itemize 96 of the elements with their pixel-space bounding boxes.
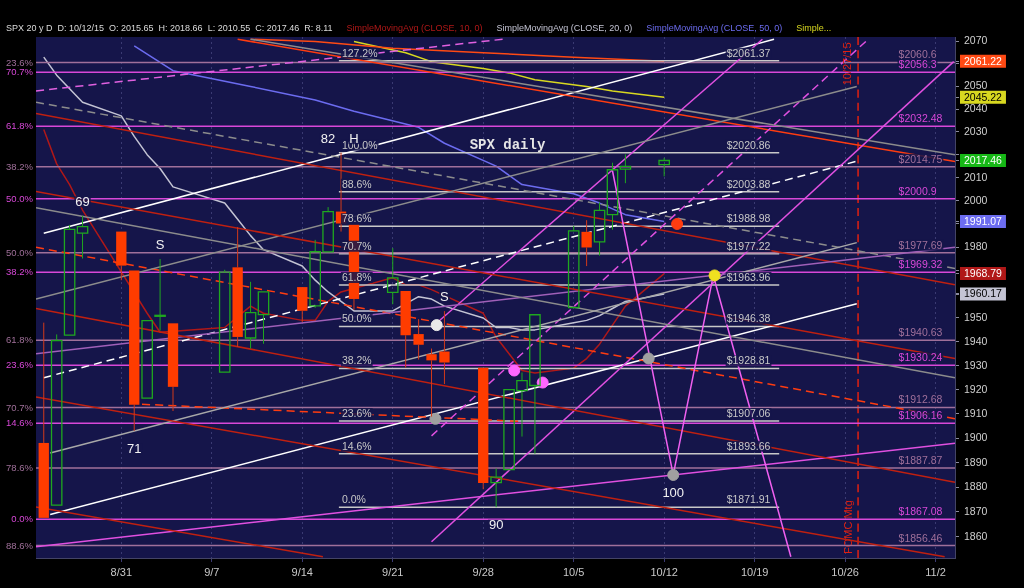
y-tick-label: 2070 [964,34,988,47]
y-tick-label: 2010 [964,170,988,183]
x-tick-label: 10/12 [650,565,678,578]
y-tick-label: 1890 [964,455,988,468]
data-label: $1906.16 [898,409,943,422]
x-tick-label: 11/2 [925,565,946,578]
annotation: 61.8% [6,120,34,132]
data-label: $2003.88 [726,177,771,190]
y-tick-label: 1950 [964,310,988,323]
text: SimpleMovingAvg (CLOSE, 20, 0) [496,23,633,34]
y-tick-label: 1930 [964,358,988,371]
annotation: 82 [320,130,336,146]
data-label: $1963.96 [726,270,771,283]
x-tick-label: 10/5 [562,565,585,578]
x-tick-label: 9/14 [291,565,313,578]
data-label: $1977.69 [898,238,943,251]
y-tick-label: 1870 [964,504,988,517]
annotation: 0.0% [341,493,366,506]
data-label: $1988.98 [726,212,771,225]
annotation: 23.6% [6,359,34,371]
annotation: 88.6% [341,177,372,190]
annotation: 70.7% [6,401,34,413]
y-tick-label: 2050 [964,79,988,92]
annotation: 70.7% [341,239,372,252]
annotation: 14.6% [6,417,34,429]
data-label: $1930.24 [898,351,943,364]
data-label: $1893.66 [726,439,771,452]
annotation: 50.0% [341,312,372,325]
data-label: $2061.37 [726,46,771,59]
data-label: $1928.81 [726,354,771,367]
data-label: $1912.68 [898,393,943,406]
data-label: $1871.91 [726,493,771,506]
x-tick-label: 9/28 [472,565,494,578]
annotation: 50.0% [6,192,34,204]
data-label: $1887.87 [898,453,943,466]
annotation: 127.2% [341,46,378,59]
y-tick-label: 2040 [964,101,988,114]
y-tick-label: 1880 [964,480,988,493]
x-tick-label: 9/7 [204,565,220,578]
annotation: 71 [127,440,142,456]
annotation: 69 [75,193,90,209]
y-tick-label: 1900 [964,431,988,444]
y-tick-label: 2000 [964,193,988,206]
y-tick-label: 2061.22 [964,54,1003,67]
data-label: $1907.06 [726,406,771,419]
annotation: 38.2% [6,160,34,172]
data-label: $2032.48 [898,112,943,125]
y-tick-label: 1940 [964,334,988,347]
annotation: 100 [662,485,685,501]
text: SPX daily [469,137,546,154]
data-label: $1946.38 [726,312,771,325]
x-tick-label: 10/19 [740,565,769,578]
annotation: 78.6% [6,462,34,474]
annotation: 70.7% [6,66,34,78]
data-label: $2060.6 [898,48,937,61]
annotation: 10/27/15 [841,42,854,86]
y-tick-label: 1860 [964,529,988,542]
data-label: $2014.75 [898,152,943,165]
y-tick-label: 2045.22 [964,90,1003,103]
annotation: 38.2% [6,266,34,278]
x-tick-label: 9/21 [382,565,404,578]
y-tick-label: 1910 [964,406,988,419]
data-label: $1856.46 [898,531,943,544]
data-label: $1969.32 [898,258,943,271]
data-label: $1977.22 [726,239,771,252]
annotation: 90 [488,517,504,533]
annotation: S [155,237,165,253]
data-label: $1867.08 [898,505,943,518]
y-tick-label: 1968.79 [964,266,1003,279]
data-label: $1940.63 [898,326,943,339]
data-label: $2020.86 [726,138,771,151]
data-label: $2056.3 [898,58,937,71]
annotation: S [440,289,450,305]
text: SimpleMovingAvg (CLOSE, 10, 0) [346,23,483,34]
y-tick-label: 2030 [964,124,988,137]
annotation: 50.0% [6,246,34,258]
chart-subtitle: SPX 20 y D D: 10/12/15 O: 2015.65 H: 2018.66 L: 2010.55 C: 2017.46 R: 8.11 [6,23,333,34]
annotation: 61.8% [6,334,34,346]
text: SimpleMovingAvg (CLOSE, 50, 0) [646,23,783,34]
y-tick-label: 1960.17 [964,287,1003,300]
y-tick-label: 1920 [964,382,988,395]
y-tick-label: 2017.46 [964,153,1003,166]
y-tick-label: 1980 [964,240,988,253]
text: Simple... [796,23,832,34]
annotation: 14.6% [341,439,372,452]
annotation: 0.0% [11,513,34,525]
annotation: 78.6% [341,212,372,225]
annotation: 61.8% [341,270,372,283]
annotation: 23.6% [341,406,372,419]
annotation: 38.2% [341,354,372,367]
x-tick-label: 8/31 [110,565,133,578]
x-tick-label: 10/26 [831,565,859,578]
y-tick-label: 1991.07 [964,214,1003,227]
annotation: 88.6% [6,539,34,551]
data-label: $2000.9 [898,184,937,197]
annotation: 23.6% [6,56,34,68]
